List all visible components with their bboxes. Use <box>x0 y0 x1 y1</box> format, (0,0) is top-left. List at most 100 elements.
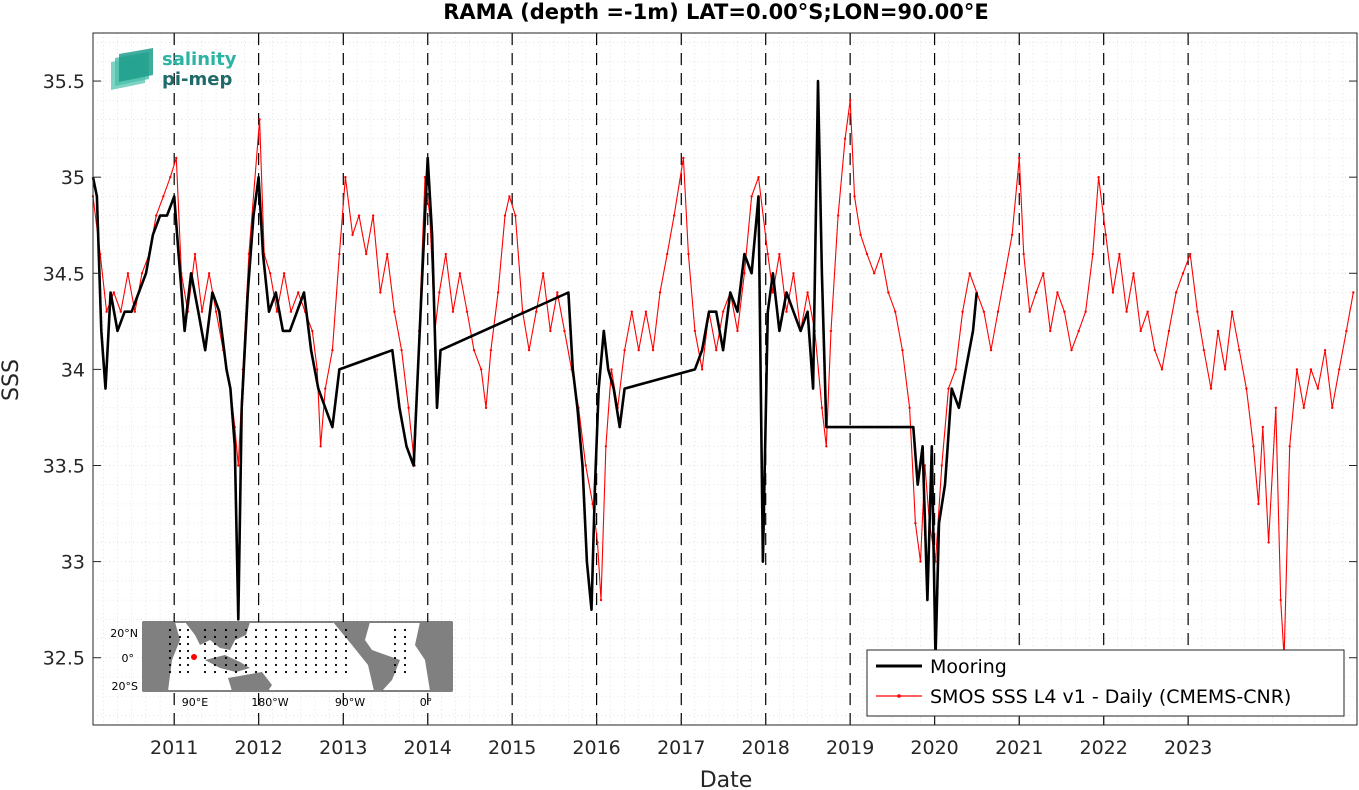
data-point <box>1097 175 1100 179</box>
inset-mooring-dot <box>168 663 172 667</box>
data-point <box>829 329 833 333</box>
data-point <box>282 272 286 275</box>
data-point <box>901 348 904 352</box>
y-axis-label: SSS <box>0 359 24 401</box>
inset-mooring-dot <box>203 649 207 653</box>
y-tick-label: 35 <box>61 167 85 189</box>
inset-map-selected-mooring <box>191 654 197 660</box>
data-point <box>1153 348 1157 352</box>
legend-marker-smos <box>897 694 901 698</box>
data-point <box>651 348 655 352</box>
data-point <box>200 310 204 313</box>
data-point <box>1230 310 1234 313</box>
inset-mooring-dot <box>178 663 182 667</box>
inset-mooring-dot <box>264 656 268 660</box>
data-point <box>331 348 334 352</box>
data-point <box>1316 387 1320 390</box>
inset-mooring-dot <box>274 649 278 653</box>
data-point <box>489 348 493 352</box>
inset-mooring-dot <box>334 656 338 660</box>
inset-mooring-dot <box>186 649 190 653</box>
data-point <box>386 252 389 256</box>
inset-mooring-dot <box>334 663 338 667</box>
inset-mooring-dot <box>186 642 190 646</box>
data-point <box>438 291 441 294</box>
inset-lat-20n: 20°N <box>110 627 138 640</box>
data-point <box>825 445 828 448</box>
inset-mooring-dot <box>403 656 407 660</box>
data-point <box>682 156 685 160</box>
data-point <box>644 310 648 313</box>
x-tick-label: 2013 <box>319 737 367 759</box>
data-point <box>836 214 840 217</box>
inset-mooring-dot <box>324 670 328 674</box>
inset-mooring-dot <box>186 670 190 674</box>
inset-mooring-dot <box>403 649 407 653</box>
inset-mooring-dot <box>224 663 228 667</box>
inset-mooring-dot <box>314 628 318 632</box>
inset-mooring-dot <box>186 656 190 660</box>
data-point <box>1279 598 1282 602</box>
inset-mooring-dot <box>294 670 298 674</box>
inset-mooring-dot <box>284 670 288 674</box>
inset-mooring-dot <box>344 663 348 667</box>
inset-mooring-dot <box>324 628 328 632</box>
inset-mooring-dot <box>274 656 278 660</box>
series-line-0 <box>91 79 978 660</box>
data-point <box>258 118 261 121</box>
data-point <box>961 310 964 313</box>
data-point <box>1181 272 1185 275</box>
data-point <box>859 233 862 237</box>
data-point <box>637 348 640 352</box>
inset-mooring-dot <box>314 642 318 646</box>
legend-label-smos: SMOS SSS L4 v1 - Daily (CMEMS-CNR) <box>930 686 1291 708</box>
inset-mooring-dot <box>274 635 278 639</box>
data-point <box>604 445 608 448</box>
data-point <box>541 272 545 275</box>
data-point <box>119 310 122 313</box>
data-point <box>996 310 1000 313</box>
inset-mooring-dot <box>234 642 238 646</box>
inset-mooring-dot <box>264 642 268 646</box>
inset-mooring-dot <box>334 642 338 646</box>
data-point <box>1125 310 1128 313</box>
inset-map-moorings <box>168 628 407 674</box>
data-point <box>1063 310 1066 313</box>
inset-mooring-dot <box>403 670 407 674</box>
y-tick-label: 33.5 <box>43 456 85 478</box>
inset-mooring-dot <box>244 628 248 632</box>
data-point <box>214 310 218 313</box>
data-point <box>1056 291 1059 294</box>
inset-mooring-dot <box>254 628 258 632</box>
inset-mooring-dot <box>314 670 318 674</box>
inset-mooring-dot <box>294 656 298 660</box>
data-point <box>1146 310 1149 313</box>
data-point <box>1216 329 1220 333</box>
inset-mooring-dot <box>168 670 172 674</box>
inset-mooring-dot <box>213 656 217 660</box>
inset-mooring-dot <box>294 663 298 667</box>
data-point <box>894 310 897 313</box>
inset-mooring-dot <box>213 649 217 653</box>
inset-mooring-dot <box>294 642 298 646</box>
inset-mooring-dot <box>284 663 288 667</box>
inset-mooring-dot <box>344 642 348 646</box>
inset-mooring-dot <box>324 642 328 646</box>
inset-map-land-maritime <box>205 655 250 672</box>
inset-mooring-dot <box>178 649 182 653</box>
inset-mooring-dot <box>234 663 238 667</box>
inset-mooring-dot <box>324 663 328 667</box>
inset-map-land-west-africa <box>415 622 452 691</box>
data-point <box>1104 233 1107 237</box>
data-point <box>1352 291 1355 294</box>
data-point <box>940 464 943 467</box>
data-point <box>989 348 993 352</box>
data-point <box>687 252 690 256</box>
data-point <box>162 195 165 198</box>
x-tick-label: 2012 <box>234 737 282 759</box>
inset-mooring-dot <box>186 635 190 639</box>
inset-mooring-dot <box>234 670 238 674</box>
data-point <box>1091 252 1095 256</box>
inset-mooring-dot <box>203 656 207 660</box>
data-point <box>843 137 847 140</box>
